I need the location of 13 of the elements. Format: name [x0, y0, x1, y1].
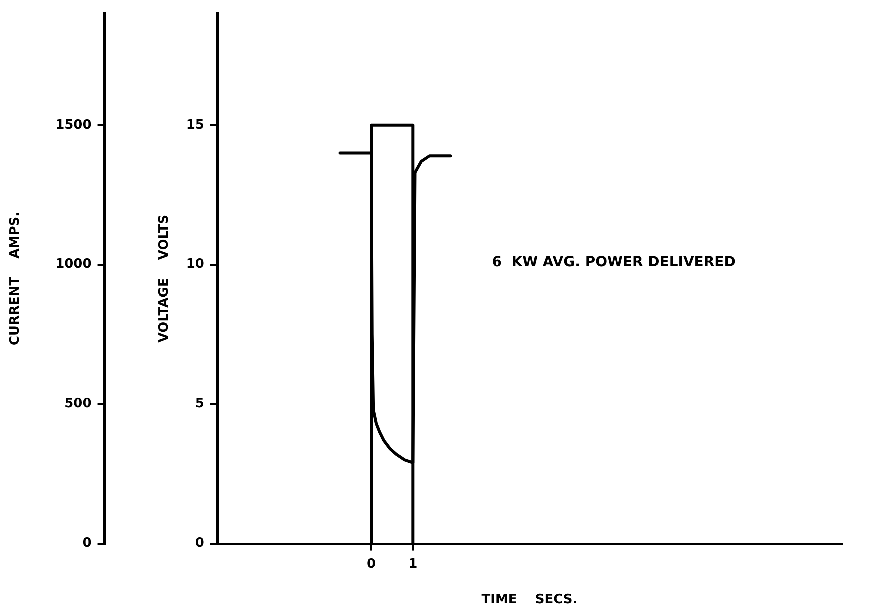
y2-tick-label: 1000: [56, 257, 92, 272]
y-tick-label: 15: [186, 118, 204, 133]
x-axis-title: TIME SECS.: [482, 592, 578, 608]
y2-axis-title: CURRENT AMPS.: [8, 212, 24, 346]
y2-tick-label: 0: [82, 536, 92, 552]
y-tick-label: 0: [195, 536, 204, 552]
x-tick-label: 1: [408, 556, 418, 572]
y-axis-title: VOLTAGE VOLTS: [156, 214, 172, 343]
y2-tick-label: 500: [64, 396, 92, 412]
y-tick-label: 10: [186, 257, 204, 272]
y2-tick-label: 1500: [56, 118, 92, 133]
y-tick-label: 5: [195, 396, 204, 412]
annotation: 6 KW AVG. POWER DELIVERED: [492, 254, 736, 271]
